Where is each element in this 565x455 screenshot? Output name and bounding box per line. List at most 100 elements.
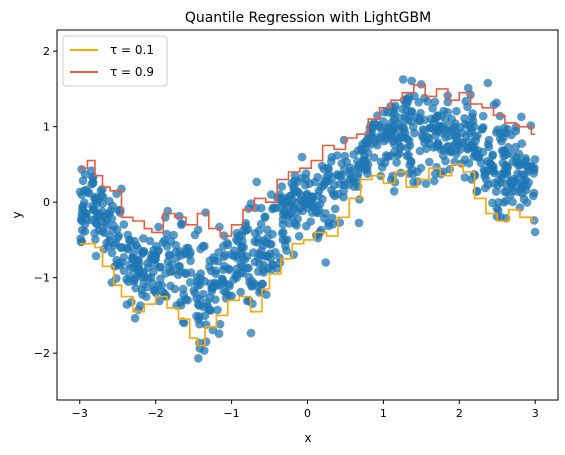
scatter-point: [198, 289, 208, 299]
x-axis: −3 −2 −1 0 1 2 3: [72, 400, 539, 420]
scatter-point: [389, 125, 398, 134]
scatter-point: [508, 197, 517, 207]
scatter-point: [251, 203, 260, 213]
scatter-point: [116, 243, 126, 253]
scatter-point: [529, 191, 538, 201]
scatter-point: [77, 213, 87, 222]
scatter-point: [330, 180, 339, 190]
scatter-point: [236, 287, 245, 297]
scatter-point: [433, 138, 443, 147]
scatter-point: [390, 108, 399, 118]
scatter-point: [396, 168, 406, 178]
scatter-point: [315, 199, 325, 209]
scatter-point: [78, 176, 88, 185]
scatter-point: [355, 195, 364, 204]
scatter-point: [287, 179, 297, 188]
scatter-point: [149, 267, 158, 277]
scatter-point: [238, 268, 247, 278]
scatter-point: [109, 241, 119, 250]
series-line-q90: [79, 84, 536, 237]
scatter-point: [328, 189, 338, 199]
scatter-point: [494, 176, 503, 185]
scatter-point: [218, 274, 227, 284]
scatter-point: [177, 220, 186, 229]
scatter-point: [437, 124, 447, 134]
scatter-point: [243, 296, 252, 306]
scatter-point: [156, 274, 165, 284]
scatter-point: [395, 126, 405, 135]
scatter-point: [428, 104, 437, 113]
scatter-point: [211, 295, 220, 304]
scatter-point: [279, 228, 288, 237]
scatter-point: [263, 251, 273, 261]
scatter-point: [130, 236, 139, 246]
scatter-points: [75, 75, 540, 363]
scatter-point: [366, 140, 376, 149]
y-tick-label: −1: [34, 272, 50, 285]
y-tick-label: 1: [43, 121, 50, 134]
scatter-point: [439, 106, 449, 116]
scatter-point: [425, 157, 434, 167]
scatter-point: [208, 283, 218, 293]
scatter-point: [244, 263, 253, 273]
scatter-point: [77, 190, 87, 200]
scatter-point: [129, 250, 138, 259]
scatter-point: [445, 165, 455, 174]
scatter-point: [308, 192, 317, 202]
scatter-point: [418, 133, 428, 143]
scatter-point: [300, 200, 310, 209]
scatter-point: [150, 250, 159, 259]
scatter-point: [362, 156, 372, 166]
scatter-point: [522, 198, 532, 207]
scatter-point: [339, 135, 349, 145]
scatter-point: [173, 270, 183, 280]
scatter-point: [119, 266, 129, 276]
scatter-point: [340, 180, 349, 190]
scatter-point: [392, 158, 401, 167]
scatter-point: [466, 142, 476, 151]
chart-title: Quantile Regression with LightGBM: [185, 10, 431, 26]
scatter-point: [220, 261, 229, 271]
scatter-point: [185, 250, 194, 260]
scatter-point: [245, 278, 254, 287]
scatter-point: [119, 220, 129, 229]
y-tick-label: 0: [43, 196, 50, 209]
scatter-point: [387, 131, 396, 141]
scatter-point: [390, 140, 399, 149]
scatter-point: [389, 187, 399, 196]
scatter-point: [500, 123, 509, 133]
scatter-point: [402, 134, 412, 144]
scatter-point: [142, 282, 151, 292]
scatter-point: [383, 152, 393, 162]
scatter-point: [530, 227, 540, 237]
scatter-point: [280, 199, 289, 209]
scatter-point: [312, 208, 321, 217]
scatter-point: [321, 258, 331, 267]
scatter-point: [511, 176, 520, 185]
scatter-point: [257, 246, 266, 256]
scatter-point: [152, 241, 161, 251]
scatter-point: [91, 192, 101, 202]
scatter-point: [250, 237, 259, 246]
scatter-point: [432, 162, 441, 172]
scatter-point: [246, 328, 256, 338]
scatter-point: [200, 346, 209, 355]
scatter-point: [285, 219, 294, 228]
scatter-point: [142, 292, 151, 302]
scatter-point: [254, 226, 264, 235]
x-tick-label: 2: [456, 407, 463, 420]
scatter-point: [127, 263, 136, 273]
scatter-point: [349, 176, 358, 186]
scatter-point: [90, 228, 99, 238]
scatter-point: [195, 301, 204, 310]
scatter-point: [178, 284, 188, 294]
scatter-point: [158, 287, 168, 297]
x-tick-label: 0: [304, 407, 311, 420]
legend-box: [62, 35, 168, 87]
scatter-point: [219, 286, 228, 296]
scatter-point: [77, 237, 87, 246]
scatter-point: [499, 147, 508, 156]
scatter-point: [175, 211, 184, 221]
scatter-point: [219, 252, 229, 261]
